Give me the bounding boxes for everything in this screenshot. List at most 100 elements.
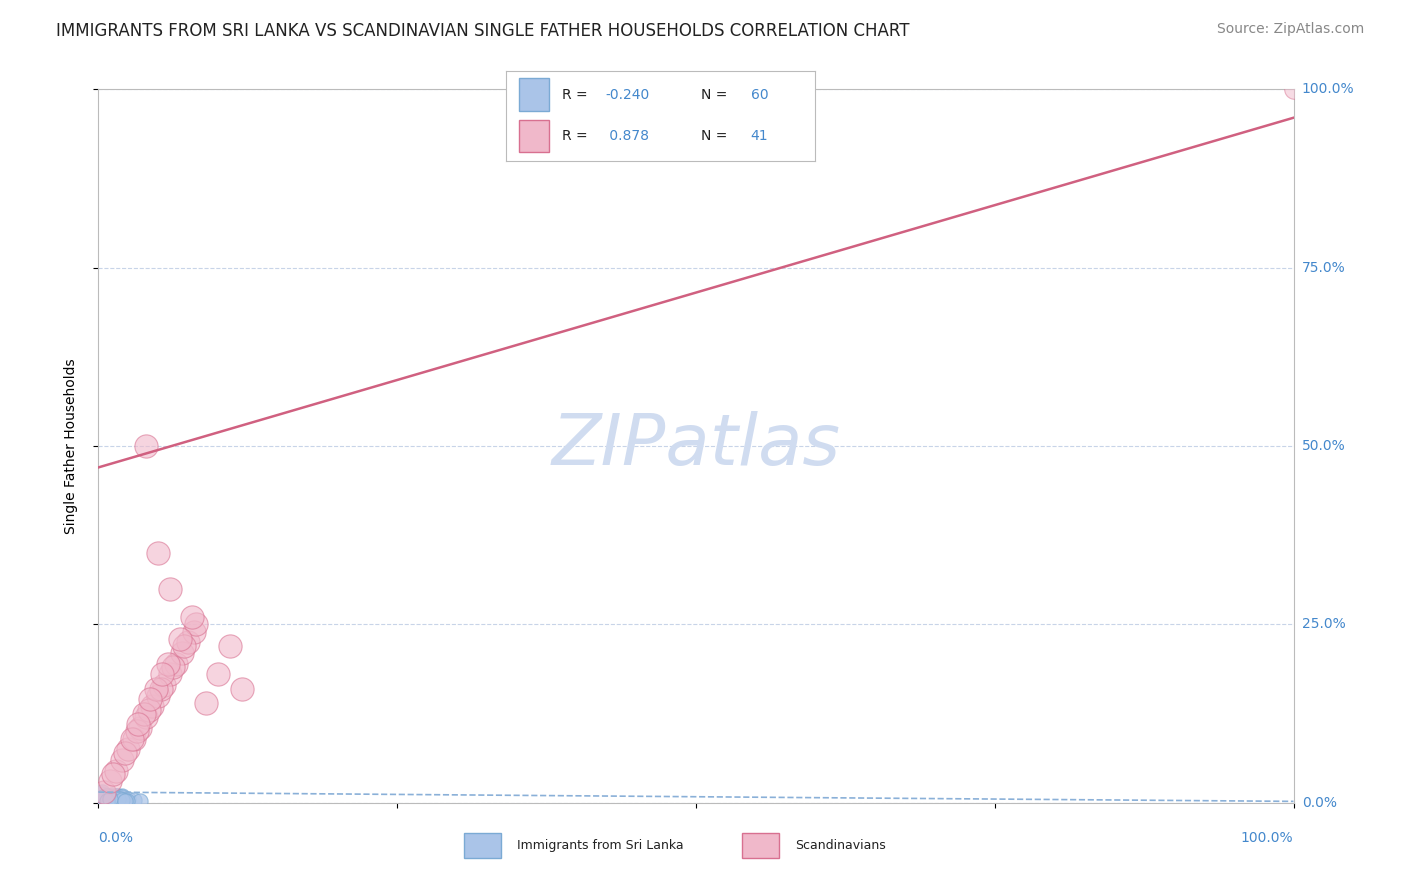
Text: 0.0%: 0.0% — [98, 830, 134, 845]
Point — [98, 790, 122, 805]
Point — [91, 790, 114, 805]
Point — [89, 791, 111, 805]
Point — [145, 681, 167, 696]
Point — [162, 660, 184, 674]
Point — [101, 794, 124, 808]
Point — [98, 794, 121, 808]
Point — [104, 794, 127, 808]
Point — [101, 767, 124, 781]
Point — [169, 632, 191, 646]
Point — [89, 792, 111, 806]
Point — [156, 657, 179, 671]
Point — [124, 731, 146, 746]
Point — [110, 794, 132, 808]
Point — [101, 793, 124, 807]
Point — [107, 789, 129, 803]
Point — [97, 789, 120, 804]
Point — [105, 789, 128, 804]
Point — [90, 790, 112, 805]
Point — [93, 785, 115, 799]
Point — [104, 794, 127, 808]
Point — [107, 791, 129, 805]
Point — [105, 790, 128, 805]
Text: ZIPatlas: ZIPatlas — [551, 411, 841, 481]
Point — [173, 639, 195, 653]
Point — [129, 721, 152, 735]
Point — [114, 794, 136, 808]
Text: R =: R = — [562, 128, 592, 143]
Point — [108, 790, 131, 805]
Point — [127, 717, 149, 731]
Point — [90, 792, 112, 806]
Point — [98, 792, 122, 806]
Bar — [519, 78, 550, 111]
Bar — [742, 833, 779, 858]
Point — [148, 546, 170, 560]
Point — [105, 764, 128, 778]
Point — [97, 792, 120, 806]
Point — [96, 793, 118, 807]
Point — [103, 790, 125, 805]
Text: 100.0%: 100.0% — [1241, 830, 1294, 845]
Point — [110, 794, 132, 808]
Point — [121, 731, 143, 746]
Point — [96, 794, 118, 808]
Text: 0.878: 0.878 — [605, 128, 650, 143]
Point — [108, 791, 131, 805]
Point — [172, 646, 194, 660]
Point — [101, 794, 124, 808]
Point — [98, 774, 122, 789]
Point — [97, 795, 120, 809]
Point — [100, 790, 122, 805]
Point — [135, 710, 157, 724]
Point — [98, 791, 121, 805]
Point — [195, 696, 218, 710]
Point — [93, 794, 115, 808]
Text: 41: 41 — [751, 128, 768, 143]
Point — [94, 790, 117, 805]
Point — [117, 792, 139, 806]
Point — [91, 787, 114, 801]
Point — [153, 678, 176, 692]
Point — [138, 703, 160, 717]
Text: 50.0%: 50.0% — [1302, 439, 1346, 453]
Bar — [464, 833, 502, 858]
Bar — [519, 120, 550, 152]
Point — [96, 789, 118, 804]
Point — [90, 790, 112, 805]
Point — [1282, 82, 1305, 96]
Point — [101, 792, 124, 806]
Text: Scandinavians: Scandinavians — [796, 838, 886, 852]
Text: IMMIGRANTS FROM SRI LANKA VS SCANDINAVIAN SINGLE FATHER HOUSEHOLDS CORRELATION C: IMMIGRANTS FROM SRI LANKA VS SCANDINAVIA… — [56, 22, 910, 40]
Point — [148, 689, 170, 703]
Text: 60: 60 — [751, 87, 768, 102]
Point — [93, 791, 115, 805]
Point — [141, 699, 163, 714]
Point — [159, 667, 181, 681]
Point — [108, 792, 131, 806]
Point — [149, 681, 172, 696]
Point — [180, 610, 202, 624]
Text: N =: N = — [702, 128, 731, 143]
Point — [125, 724, 148, 739]
Text: 75.0%: 75.0% — [1302, 260, 1346, 275]
Point — [111, 789, 134, 804]
Point — [111, 793, 134, 807]
Point — [150, 667, 173, 681]
Point — [91, 790, 114, 805]
Y-axis label: Single Father Households: Single Father Households — [63, 359, 77, 533]
Text: 25.0%: 25.0% — [1302, 617, 1346, 632]
Point — [219, 639, 242, 653]
Point — [114, 746, 136, 760]
Point — [87, 794, 110, 808]
Point — [105, 791, 128, 805]
Point — [135, 439, 157, 453]
Point — [91, 785, 114, 799]
Point — [129, 794, 152, 808]
Point — [207, 667, 229, 681]
Point — [94, 789, 117, 804]
Point — [96, 793, 118, 807]
Text: Immigrants from Sri Lanka: Immigrants from Sri Lanka — [517, 838, 685, 852]
Point — [111, 790, 134, 805]
Point — [165, 657, 187, 671]
